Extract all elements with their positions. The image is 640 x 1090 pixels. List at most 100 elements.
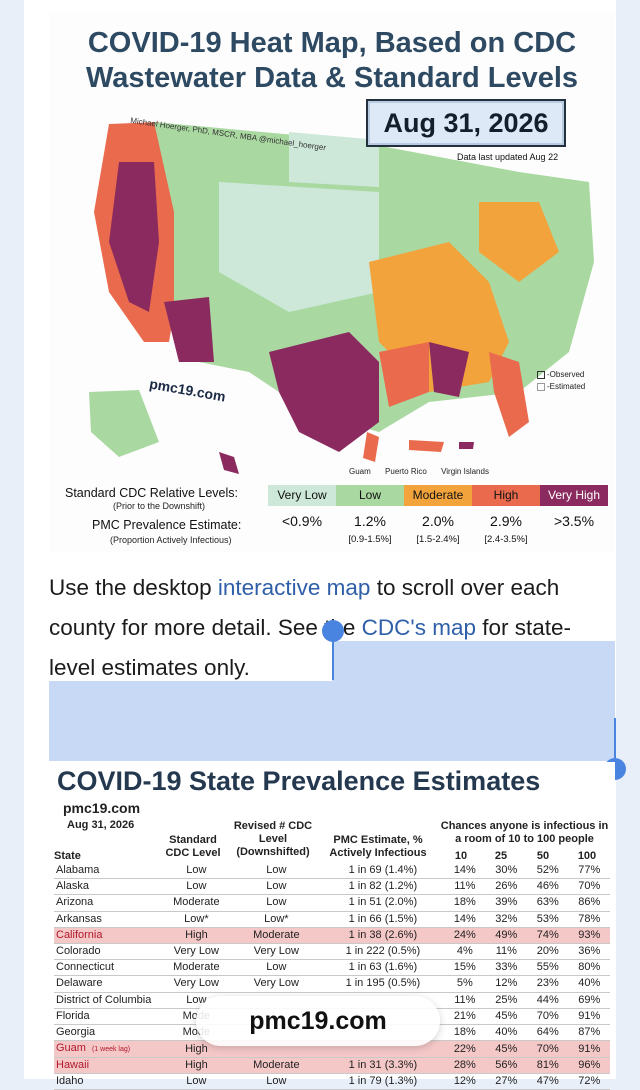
table-title: COVID-19 State Prevalence Estimates <box>57 766 541 796</box>
cell-state: Georgia <box>54 1024 162 1042</box>
table-row: Hawaii High Moderate 1 in 31 (3.3%) 28% 56% 81… <box>54 1057 610 1075</box>
cell-chance-50: 20% <box>527 943 569 961</box>
cell-chance-100: 96% <box>568 1057 610 1075</box>
cell-chance-10: 28% <box>444 1057 486 1075</box>
cell-chance-25: 11% <box>485 943 528 961</box>
cell-chance-25: 33% <box>485 959 528 977</box>
levels-sublabel: (Prior to the Downshift) <box>113 501 206 511</box>
cell-chance-10: 15% <box>444 959 486 977</box>
cell-chance-100: 40% <box>568 975 610 993</box>
cell-pmc-estimate: 1 in 31 (3.3%) <box>321 1057 445 1075</box>
cell-state: Alaska <box>54 878 162 896</box>
cell-state: California <box>54 927 162 944</box>
cell-chance-10: 18% <box>444 894 486 912</box>
cell-pmc-estimate: 1 in 82 (1.2%) <box>321 878 445 896</box>
cell-pmc-estimate: 1 in 69 (1.4%) <box>321 863 445 880</box>
cell-cdc-level: Very Low <box>161 975 232 993</box>
cell-chance-10: 4% <box>444 943 486 961</box>
cell-pmc-estimate: 1 in 195 (0.5%) <box>321 975 445 993</box>
cell-chance-50: 23% <box>527 975 569 993</box>
cell-revised-level: Very Low <box>231 975 322 993</box>
cell-revised-level: Low* <box>231 911 322 928</box>
interactive-map-link[interactable]: interactive map <box>217 575 371 600</box>
cell-state: Guam (1 week lag) <box>54 1040 162 1059</box>
header-state: State <box>54 850 81 862</box>
cell-chance-10: 22% <box>444 1040 486 1059</box>
table-row: Arizona Moderate Low 1 in 51 (2.0%) 18% 39% 63… <box>54 894 610 912</box>
cell-chance-10: 5% <box>444 975 486 993</box>
cell-chance-100: 70% <box>568 878 610 896</box>
map-title-line2: Wastewater Data & Standard Levels <box>85 62 579 94</box>
pmc-range: [2.4-3.5%] <box>484 534 528 545</box>
selection-start-handle[interactable] <box>322 620 344 642</box>
map-title-line1: COVID-19 Heat Map, Based on CDC <box>87 27 577 59</box>
cell-chance-50: 63% <box>527 894 569 912</box>
territory-guam: Guam <box>349 467 371 476</box>
pmc-value: 2.9% <box>490 513 522 529</box>
heat-map-image[interactable]: COVID-19 Heat Map, Based on CDC Wastewat… <box>49 12 615 553</box>
cell-chance-10: 12% <box>444 1073 486 1090</box>
cell-chance-100: 86% <box>568 894 610 912</box>
header-col-50: 50 <box>536 850 550 862</box>
text-selection-highlight <box>49 681 615 761</box>
cell-cdc-level: Low <box>161 1073 232 1090</box>
table-row: Guam (1 week lag) High 22% 45% 70% 91% <box>54 1040 610 1059</box>
selection-start-handle-line[interactable] <box>332 630 334 680</box>
cdc-map-link[interactable]: CDC's map <box>361 615 476 640</box>
state-prevalence-table-image[interactable]: COVID-19 State Prevalence Estimates pmc1… <box>49 762 615 1090</box>
table-row: Alaska Low Low 1 in 82 (1.2%) 11% 26% 46% 70% <box>54 878 610 896</box>
table-row: Alabama Low Low 1 in 69 (1.4%) 14% 30% 52% 77% <box>54 863 610 880</box>
cell-cdc-level: Low <box>161 878 232 896</box>
cell-chance-100: 72% <box>568 1073 610 1090</box>
cell-chance-100: 77% <box>568 863 610 880</box>
cell-chance-100: 69% <box>568 992 610 1009</box>
territory-labels: Guam Puerto Rico Virgin Islands <box>349 467 501 476</box>
map-title: COVID-19 Heat Map, Based on CDC Wastewat… <box>49 26 615 96</box>
header-pmc-estimate: PMC Estimate, % Actively Infectious <box>329 834 427 859</box>
cell-chance-10: 14% <box>444 863 486 880</box>
cell-state: Florida <box>54 1008 162 1025</box>
cell-chance-50: 64% <box>527 1024 569 1042</box>
cell-chance-25: 56% <box>485 1057 528 1075</box>
cell-chance-50: 46% <box>527 878 569 896</box>
cell-chance-10: 11% <box>444 992 486 1009</box>
cell-chance-50: 44% <box>527 992 569 1009</box>
pmc-value: 2.0% <box>422 513 454 529</box>
cell-revised-level: Very Low <box>231 943 322 961</box>
header-chances: Chances anyone is infectious in a room o… <box>440 820 609 845</box>
us-county-map <box>89 122 594 474</box>
table-row: Idaho Low Low 1 in 79 (1.3%) 12% 27% 47% 72% <box>54 1073 610 1090</box>
data-updated-note: Data last updated Aug 22 <box>457 152 559 162</box>
description-paragraph: Use the desktop interactive map to scrol… <box>49 575 572 680</box>
header-col-100: 100 <box>577 850 597 862</box>
cell-chance-50: 47% <box>527 1073 569 1090</box>
selection-end-handle-line[interactable] <box>614 718 616 768</box>
table-row: Connecticut Moderate Low 1 in 63 (1.6%) 15% 3… <box>54 959 610 977</box>
cell-cdc-level: High <box>161 927 232 944</box>
cell-chance-100: 87% <box>568 1024 610 1042</box>
cell-revised-level: Low <box>231 863 322 880</box>
cell-chance-10: 14% <box>444 911 486 928</box>
estimated-marker-icon <box>537 382 545 391</box>
cell-chance-25: 25% <box>485 992 528 1009</box>
cell-pmc-estimate: 1 in 38 (2.6%) <box>321 927 445 944</box>
cell-chance-100: 91% <box>568 1040 610 1059</box>
cell-chance-25: 45% <box>485 1008 528 1025</box>
cell-state: Arizona <box>54 894 162 912</box>
pmc-value: <0.9% <box>281 513 323 529</box>
cell-revised-level: Low <box>231 894 322 912</box>
cell-pmc-estimate: 1 in 222 (0.5%) <box>321 943 445 961</box>
cell-revised-level: Low <box>231 1073 322 1090</box>
cell-chance-50: 70% <box>527 1040 569 1059</box>
observed-estimated-legend: -Observed -Estimated <box>537 369 585 393</box>
cell-chance-100: 78% <box>568 911 610 928</box>
site-overlay-pill[interactable]: pmc19.com <box>196 996 440 1046</box>
cell-chance-50: 81% <box>527 1057 569 1075</box>
cell-cdc-level: Low <box>161 863 232 880</box>
cell-chance-50: 74% <box>527 927 569 944</box>
pmc-estimate-sublabel: (Proportion Actively Infectious) <box>110 535 232 545</box>
level-low: Low <box>336 485 404 506</box>
level-moderate: Moderate <box>404 485 472 506</box>
cell-state: Hawaii <box>54 1057 162 1075</box>
map-date-badge: Aug 31, 2026 <box>366 99 566 147</box>
